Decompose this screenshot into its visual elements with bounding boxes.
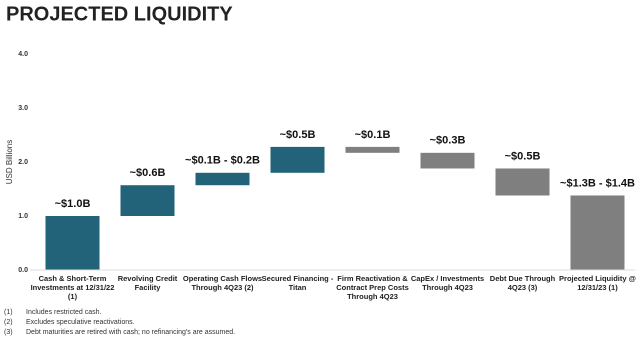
x-tick-label: Cash & Short-Term Investments at 12/31/2…	[30, 274, 115, 301]
value-label: ~$0.1B	[355, 129, 391, 141]
y-tick-label: 2.0	[18, 159, 28, 166]
y-tick-label: 3.0	[18, 105, 28, 112]
footnote: (3) Debt maturities are retired with cash…	[4, 329, 235, 336]
footnote: (1) Includes restricted cash.	[4, 309, 101, 316]
footnote-number: (2)	[4, 319, 13, 326]
x-tick-label: Operating Cash Flows Through 4Q23 (2)	[182, 274, 263, 292]
bar	[45, 216, 100, 270]
bar	[270, 146, 325, 173]
bar	[345, 146, 400, 153]
x-tick-label: CapEx / Investments Through 4Q23	[410, 274, 485, 292]
y-tick-label: 4.0	[18, 51, 28, 58]
y-tick-label: 0.0	[18, 267, 28, 274]
bar	[495, 168, 550, 196]
x-tick-label: Revolving Credit Facility	[117, 274, 178, 292]
bar	[570, 195, 625, 270]
value-label: ~$0.5B	[505, 150, 541, 162]
title: PROJECTED LIQUIDITY	[6, 3, 233, 25]
footnote-number: (1)	[4, 309, 13, 316]
footnote-number: (3)	[4, 329, 13, 336]
y-tick-label: 1.0	[18, 213, 28, 220]
x-tick-label: Debt Due Through 4Q23 (3)	[489, 274, 556, 292]
value-label: ~$0.5B	[280, 129, 316, 141]
value-label: ~$0.3B	[430, 135, 466, 147]
footnote: (2) Excludes speculative reactivations.	[4, 319, 135, 326]
x-tick-label: Firm Reactivation & Contract Prep Costs …	[336, 274, 409, 301]
bar	[120, 185, 175, 216]
bar	[420, 152, 475, 169]
y-axis-label: USD Billions	[5, 140, 14, 184]
value-label: ~$1.3B - $1.4B	[560, 177, 635, 189]
footnote-text: Includes restricted cash.	[26, 309, 102, 316]
value-label: ~$0.1B - $0.2B	[185, 155, 260, 167]
x-tick-label: Secured Financing - Titan	[261, 274, 334, 292]
bar	[195, 172, 250, 186]
footnote-text: Debt maturities are retired with cash; n…	[26, 329, 236, 336]
value-label: ~$1.0B	[55, 198, 91, 210]
x-tick-label: Projected Liquidity @ 12/31/23 (1)	[559, 274, 636, 292]
value-label: ~$0.6B	[130, 167, 166, 179]
footnote-text: Excludes speculative reactivations.	[26, 319, 135, 326]
